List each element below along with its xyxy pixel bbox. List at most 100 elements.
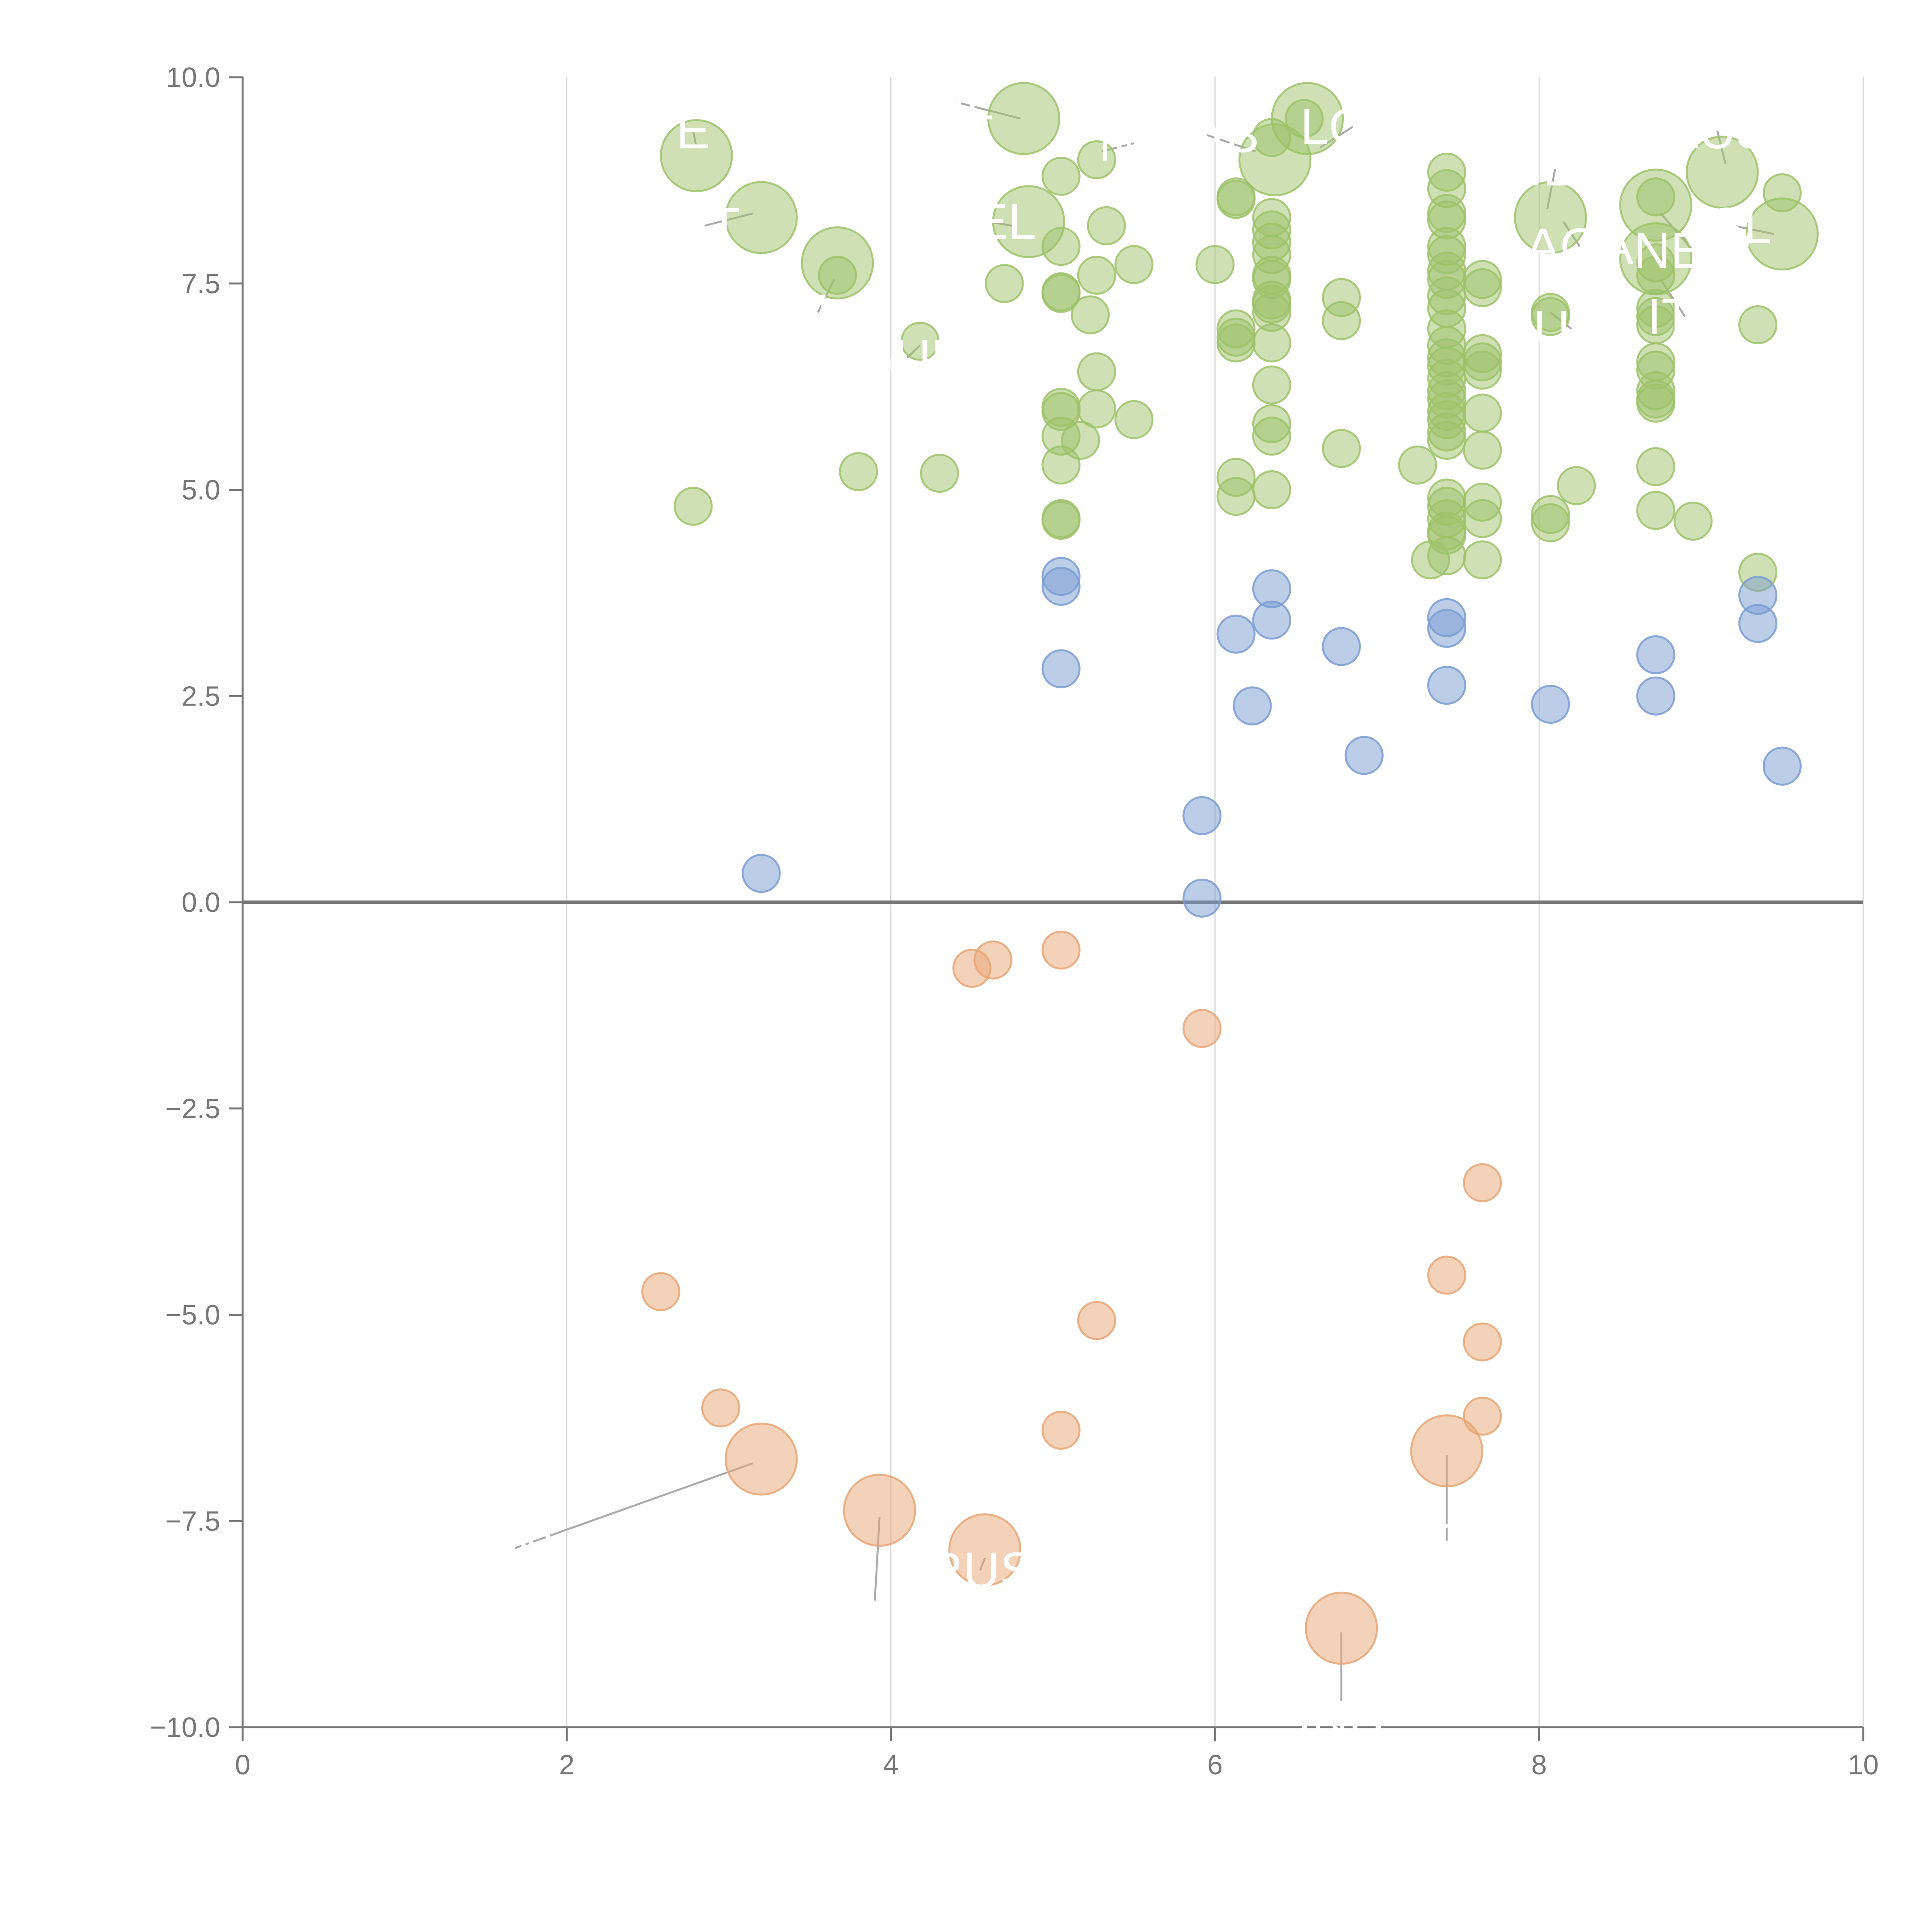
y-tick-label: 5.0 <box>182 475 220 506</box>
green-bubble <box>1557 466 1596 505</box>
orange-bubble <box>724 1422 798 1496</box>
green-bubble <box>1216 323 1256 362</box>
point-label: AGA <box>1526 218 1634 275</box>
point-label: KEL <box>940 193 1036 250</box>
orange-bubble <box>701 1388 740 1428</box>
point-label: AUS <box>1665 102 1770 159</box>
green-bubble <box>1070 295 1110 335</box>
green-bubble <box>1322 429 1361 468</box>
green-bubble <box>1252 365 1291 405</box>
point-label: E <box>676 102 710 159</box>
point-label: JL <box>791 284 845 340</box>
orange-bubble <box>1041 1410 1081 1450</box>
green-bubble <box>1284 99 1324 138</box>
blue-bubble <box>1636 635 1675 674</box>
green-bubble <box>1041 274 1081 313</box>
point-label: IND <box>1298 1690 1385 1747</box>
blue-bubble <box>1344 736 1384 775</box>
point-label: HAB <box>1155 106 1259 163</box>
blue-bubble <box>1738 604 1777 643</box>
blue-bubble <box>1182 796 1222 835</box>
blue-bubble <box>1427 609 1466 648</box>
green-bubble <box>920 454 959 493</box>
y-tick-label: 7.5 <box>182 269 220 299</box>
x-tick-label: 10 <box>1848 1750 1879 1781</box>
blue-bubble <box>742 854 781 893</box>
green-bubble <box>1531 503 1570 543</box>
blue-bubble <box>1427 665 1466 705</box>
green-bubble <box>1195 245 1235 284</box>
x-tick-label: 0 <box>235 1750 250 1781</box>
point-label: ITA <box>1647 288 1723 345</box>
point-label: IDN <box>466 1521 554 1578</box>
green-bubble <box>1252 118 1291 157</box>
point-label: NEW <box>1634 222 1753 279</box>
green-bubble <box>1636 177 1675 217</box>
point-label: RUS <box>926 1542 1034 1599</box>
green-bubble <box>1685 136 1759 209</box>
green-bubble <box>1322 301 1361 340</box>
leader-line <box>510 1462 753 1551</box>
green-bubble <box>1041 156 1081 196</box>
green-bubble <box>1514 181 1587 254</box>
orange-bubble <box>1463 1322 1502 1362</box>
green-bubble <box>1463 268 1502 307</box>
green-bubble <box>1636 447 1675 486</box>
green-bubble <box>1061 420 1100 460</box>
point-label: CHN <box>820 1575 930 1632</box>
green-bubble <box>1463 350 1502 390</box>
x-tick-label: 8 <box>1531 1750 1547 1781</box>
orange-bubble <box>1305 1592 1378 1665</box>
y-tick-label: −2.5 <box>165 1094 220 1124</box>
blue-bubble <box>1216 614 1256 654</box>
point-label: LOR <box>1300 98 1405 155</box>
green-bubble <box>1041 500 1081 540</box>
green-bubble <box>1077 140 1116 179</box>
green-bubble <box>1077 389 1116 429</box>
orange-bubble <box>1182 1009 1222 1048</box>
point-label: NB <box>1099 115 1169 172</box>
point-label: EIL <box>917 73 994 130</box>
axes: 0 2 4 6 8 10 10.0 7.5 5.0 2.5 0.0 −2.5 −5.0 −7.5 −10.0 <box>150 62 1879 1781</box>
green-bubble <box>1077 255 1116 295</box>
green-bubble <box>1463 499 1502 538</box>
green-bubble <box>1636 383 1675 423</box>
blue-bubble <box>1182 878 1222 918</box>
point-label: UG <box>1533 300 1610 357</box>
blue-bubble <box>1252 600 1291 640</box>
green-bubble <box>987 82 1061 155</box>
orange-bubble <box>1077 1301 1116 1340</box>
green-bubble <box>1463 540 1502 580</box>
green-bubble <box>1427 536 1466 575</box>
point-label: BRA <box>1394 1513 1499 1570</box>
point-label: ISL <box>1695 197 1772 254</box>
green-bubble <box>1427 420 1466 460</box>
green-bubble <box>724 181 798 254</box>
blue-bubble <box>1636 676 1675 716</box>
orange-bubble <box>1041 930 1081 970</box>
x-tick-label: 4 <box>883 1750 899 1781</box>
green-bubble <box>985 264 1024 303</box>
y-tick-label: 10.0 <box>166 62 220 93</box>
point-label: GUL <box>855 329 959 386</box>
orange-bubble <box>843 1473 916 1547</box>
point-label: GT <box>669 197 740 254</box>
green-bubble <box>660 119 733 192</box>
blue-bubble <box>1233 686 1272 726</box>
green-bubble <box>1252 470 1291 509</box>
green-bubble <box>1252 323 1291 362</box>
y-tick-label: −7.5 <box>165 1506 220 1537</box>
green-bubble <box>1463 430 1502 470</box>
y-tick-label: −10.0 <box>150 1712 220 1743</box>
green-bubble <box>1114 245 1154 284</box>
green-bubble <box>1216 477 1256 516</box>
blue-bubble <box>1041 649 1081 689</box>
green-bubble <box>1463 393 1502 433</box>
data-points <box>641 82 1819 1665</box>
green-bubble <box>839 452 878 492</box>
blue-bubble <box>1041 566 1081 606</box>
green-bubble <box>1041 227 1081 266</box>
x-tick-label: 2 <box>559 1750 575 1781</box>
